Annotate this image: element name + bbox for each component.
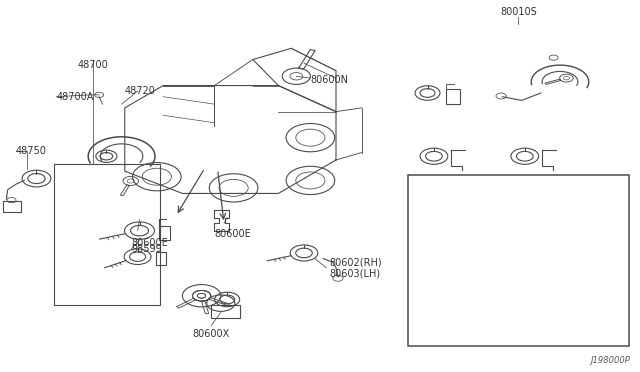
Text: 80600X: 80600X xyxy=(193,329,230,339)
Bar xyxy=(408,175,629,346)
Bar xyxy=(211,305,240,318)
Text: 80600E: 80600E xyxy=(131,238,168,248)
Bar xyxy=(3,201,21,212)
Text: 48750: 48750 xyxy=(16,146,47,155)
Text: 48720: 48720 xyxy=(125,86,156,96)
Text: 80600E: 80600E xyxy=(214,229,251,239)
Text: 80603(LH): 80603(LH) xyxy=(330,269,381,278)
Bar xyxy=(446,89,460,104)
Bar xyxy=(159,226,170,240)
Text: 48700: 48700 xyxy=(77,60,108,70)
Text: 80010S: 80010S xyxy=(500,7,537,17)
Text: 98599: 98599 xyxy=(131,244,162,254)
Text: 80602(RH): 80602(RH) xyxy=(330,257,382,267)
Text: 48700A: 48700A xyxy=(56,92,93,102)
Bar xyxy=(54,164,160,305)
Text: 80600N: 80600N xyxy=(310,75,348,85)
Text: J198000P: J198000P xyxy=(591,356,630,365)
Bar xyxy=(156,252,166,265)
